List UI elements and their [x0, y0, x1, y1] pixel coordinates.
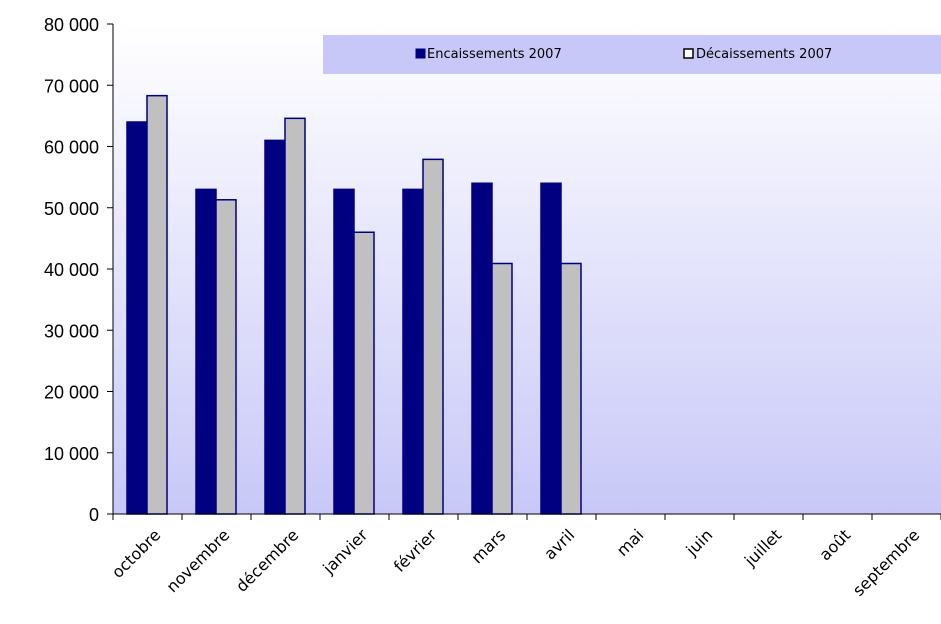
y-tick-label: 30 000: [44, 321, 99, 341]
x-tick-label: août: [815, 525, 854, 564]
x-tick-label: mars: [467, 525, 509, 567]
x-tick-label: novembre: [163, 525, 234, 596]
plot-area: [113, 24, 941, 514]
x-tick-label: janvier: [318, 525, 371, 578]
bar-encaissements-2: [264, 139, 286, 515]
bar-encaissements-5: [471, 182, 493, 515]
x-tick-label: décembre: [232, 525, 302, 595]
bar-decaissements-0: [146, 94, 168, 515]
legend-swatch-decaissements: [683, 48, 694, 59]
bar-encaissements-3: [333, 188, 355, 515]
bar-decaissements-1: [215, 199, 237, 515]
bar-decaissements-6: [560, 262, 582, 515]
y-tick-label: 10 000: [44, 444, 99, 464]
bar-decaissements-4: [422, 158, 444, 515]
y-tick-label: 50 000: [44, 199, 99, 219]
legend: Encaissements 2007 Décaissements 2007: [323, 35, 941, 74]
x-tick-label: février: [390, 525, 441, 576]
legend-box: [323, 35, 941, 74]
y-tick-label: 80 000: [44, 15, 99, 35]
x-tick-label: octobre: [108, 525, 164, 581]
bar-encaissements-4: [402, 188, 424, 515]
x-tick-label: juin: [682, 525, 717, 560]
bar-encaissements-0: [126, 121, 148, 515]
y-tick-label: 40 000: [44, 260, 99, 280]
x-tick-label: juillet: [740, 525, 785, 570]
x-tick-label: mai: [613, 525, 648, 560]
legend-label-encaissements: Encaissements 2007: [427, 47, 562, 62]
bar-decaissements-2: [284, 117, 306, 515]
y-tick-label: 60 000: [44, 138, 99, 158]
x-tick-label: avril: [540, 525, 578, 563]
bar-encaissements-1: [195, 188, 217, 515]
legend-label-decaissements: Décaissements 2007: [696, 47, 832, 62]
y-tick-label: 0: [89, 505, 99, 525]
y-tick-label: 70 000: [44, 76, 99, 96]
bar-decaissements-3: [353, 231, 375, 515]
bar-decaissements-5: [491, 262, 513, 515]
bar-encaissements-6: [540, 182, 562, 515]
x-tick-label: septembre: [849, 525, 923, 599]
y-tick-label: 20 000: [44, 383, 99, 403]
legend-swatch-encaissements: [415, 48, 426, 59]
